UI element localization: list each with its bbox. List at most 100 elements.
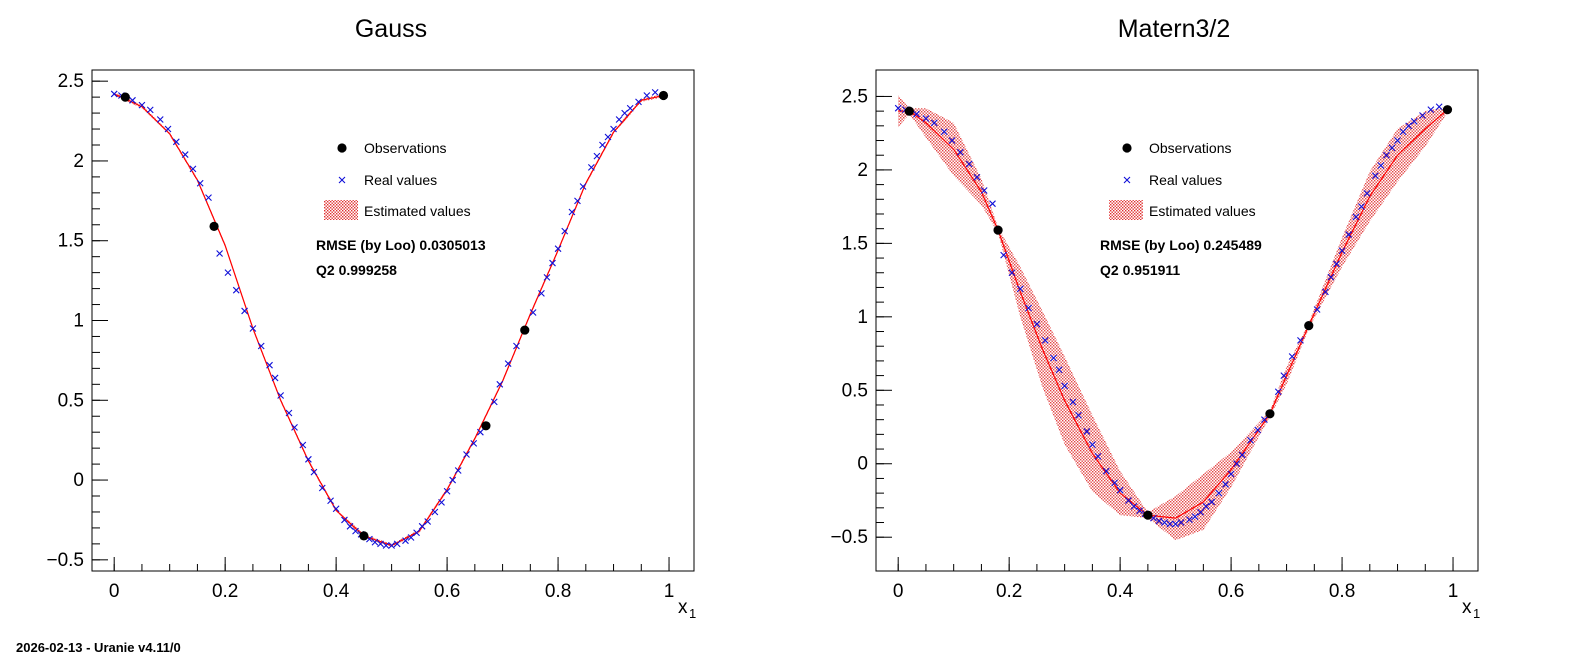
y-tick-label: 0.5 <box>842 380 868 401</box>
real-value-point <box>965 160 973 168</box>
real-value-point <box>956 148 964 156</box>
real-value-point <box>1172 520 1179 528</box>
x-axis-label-subscript: 1 <box>689 606 696 621</box>
real-value-point <box>1345 231 1353 238</box>
observation-point <box>481 421 491 431</box>
observation-point <box>1442 105 1453 115</box>
real-value-point <box>1197 508 1204 516</box>
real-value-point <box>346 522 354 530</box>
real-value-point <box>407 534 415 541</box>
real-value-point <box>341 516 348 524</box>
real-value-point <box>304 455 312 463</box>
real-value-point <box>1033 320 1041 328</box>
legend-real-marker <box>338 176 346 184</box>
real-value-point <box>1405 122 1413 130</box>
x-tick-label: 0.8 <box>545 581 571 602</box>
real-value-point <box>438 499 445 506</box>
observation-point <box>993 225 1003 235</box>
real-value-point <box>599 141 606 149</box>
y-tick-label: −0.5 <box>46 550 84 571</box>
real-value-point <box>393 540 401 548</box>
legend-estimate-label: Estimated values <box>1149 203 1256 219</box>
y-tick-label: 0 <box>857 454 868 475</box>
real-value-point <box>1238 451 1246 459</box>
real-value-point <box>271 374 279 382</box>
real-value-point <box>418 522 426 530</box>
real-value-point <box>156 116 164 123</box>
stats: RMSE (by Loo) 0.0305013 Q2 0.999258 <box>316 237 486 278</box>
real-value-point <box>913 110 920 118</box>
real-value-point <box>1247 436 1254 444</box>
real-value-point <box>443 487 451 495</box>
real-value-point <box>1383 151 1390 159</box>
real-value-point <box>266 361 273 369</box>
real-value-point <box>1083 428 1091 435</box>
real-value-point <box>332 505 340 513</box>
x-tick-label: 0.6 <box>434 581 460 602</box>
stat-line: RMSE (by Loo) 0.245489 <box>1100 237 1262 253</box>
stats: RMSE (by Loo) 0.245489 Q2 0.951911 <box>1100 237 1262 278</box>
real-value-point <box>1130 502 1138 510</box>
real-value-point <box>549 259 556 267</box>
y-axis: −0.5 0 0.5 1 1.5 2 2.5 <box>830 86 892 548</box>
real-value-point <box>635 98 642 106</box>
real-value-point <box>574 197 581 205</box>
real-value-point <box>1322 288 1329 296</box>
legend: Observations Real values Estimated values <box>324 140 471 220</box>
real-value-point <box>1338 247 1346 255</box>
real-value-point <box>610 125 617 133</box>
real-value-point <box>1222 480 1229 488</box>
real-value-point <box>973 173 981 181</box>
legend-real-label: Real values <box>1149 172 1222 188</box>
chart-title: Gauss <box>355 15 427 43</box>
real-value-point <box>205 194 212 202</box>
y-tick-label: 2.5 <box>58 71 84 92</box>
plot-matern: Matern3/20 0.2 0.4 0.6 0.8 1x 1−0.500.511.522.… <box>830 15 1480 621</box>
real-value-point <box>1327 273 1335 281</box>
real-value-point <box>1191 513 1199 521</box>
real-value-point <box>189 165 197 173</box>
real-value-point <box>1125 497 1132 504</box>
real-value-point <box>1261 416 1268 424</box>
x-tick-label: 0.4 <box>1107 581 1134 602</box>
observation-point <box>209 221 219 231</box>
observation-point <box>1143 510 1153 520</box>
real-value-point <box>1202 502 1210 510</box>
real-value-point <box>277 392 285 399</box>
real-value-point <box>643 92 651 99</box>
real-value-point <box>388 542 396 549</box>
real-value-point <box>940 128 948 136</box>
real-value-point <box>1061 382 1069 390</box>
footer-label: 2026-02-13 - Uranie v4.11/0 <box>16 640 181 655</box>
real-value-point <box>232 286 240 294</box>
real-values <box>110 88 659 549</box>
real-value-point <box>299 441 307 449</box>
x-tick-label: 0.2 <box>996 581 1022 602</box>
x-tick-label: 0.6 <box>1218 581 1244 602</box>
x-axis-label-subscript: 1 <box>1473 606 1480 621</box>
real-value-point <box>1208 498 1216 506</box>
real-value-point <box>352 527 359 535</box>
real-value-point <box>470 439 478 447</box>
legend-observations-marker <box>337 143 347 153</box>
legend-observations-label: Observations <box>1149 140 1231 156</box>
estimate-line <box>898 109 1448 519</box>
real-value-point <box>948 137 956 144</box>
observations <box>120 90 669 541</box>
observation-point <box>658 90 669 101</box>
real-value-point <box>285 409 293 417</box>
y-tick-label: 0.5 <box>58 390 84 411</box>
real-value-point <box>463 451 470 458</box>
real-value-point <box>651 88 659 96</box>
real-value-point <box>318 484 326 492</box>
real-value-point <box>579 183 587 190</box>
x-tick-label: 0.4 <box>323 581 350 602</box>
x-tick-label: 1 <box>1448 581 1459 602</box>
real-value-point <box>454 467 462 474</box>
real-value-point <box>529 309 537 316</box>
stat-line: Q2 0.999258 <box>316 262 397 278</box>
legend-real-label: Real values <box>364 172 437 188</box>
real-value-point <box>476 428 484 436</box>
observation-point <box>1304 321 1314 331</box>
real-value-point <box>593 152 601 160</box>
